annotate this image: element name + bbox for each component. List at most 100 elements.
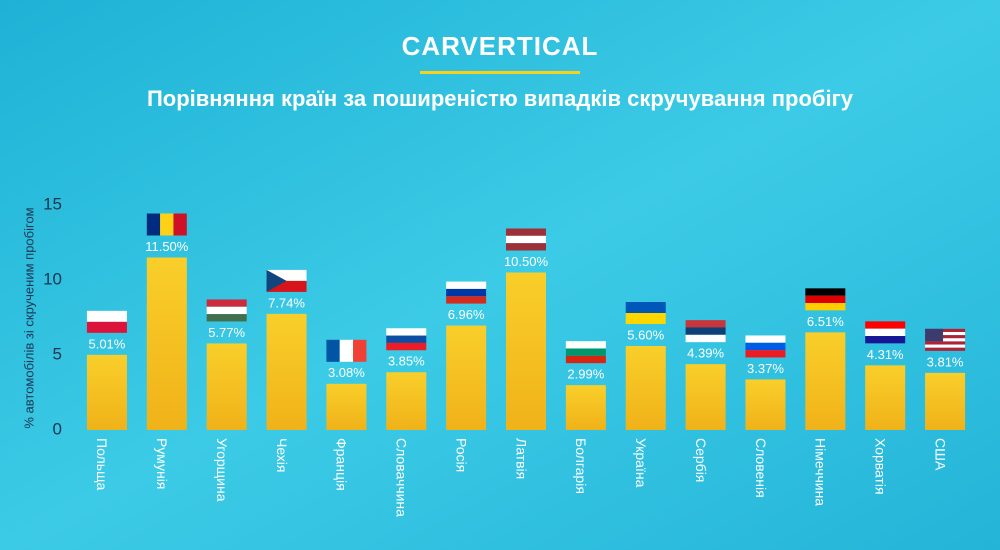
x-tick-label: Угорщина: [214, 438, 230, 502]
x-tick-label: Росія: [453, 438, 469, 472]
y-axis-title: % автомобілів зі скрученим пробігом: [21, 207, 36, 428]
bar: [326, 383, 367, 430]
y-tick-label: 5: [53, 344, 62, 363]
bar: [146, 257, 187, 430]
flag: [339, 339, 354, 362]
flag: [685, 320, 726, 328]
value-label: 3.08%: [328, 365, 365, 380]
value-label: 3.85%: [388, 354, 425, 369]
logo-underline: [420, 71, 580, 74]
flag: [206, 314, 247, 322]
x-tick-label: Україна: [633, 438, 649, 488]
y-tick-label: 10: [43, 269, 62, 288]
flag: [925, 338, 966, 342]
y-tick-label: 15: [43, 194, 62, 213]
flag: [326, 339, 340, 362]
bar: [745, 379, 786, 430]
bar: [446, 325, 487, 430]
flag: [86, 310, 127, 322]
flag: [745, 335, 786, 343]
flag: [146, 213, 161, 236]
flag: [206, 299, 247, 307]
flag: [805, 295, 846, 304]
x-tick-label: Франція: [334, 438, 350, 491]
x-tick-label: Польща: [94, 438, 110, 491]
value-label: 3.81%: [927, 354, 964, 369]
flag: [625, 302, 666, 313]
flag: [446, 296, 487, 304]
flag: [565, 348, 606, 356]
bar: [925, 372, 966, 430]
value-label: 6.51%: [807, 314, 844, 329]
bar: [86, 354, 127, 430]
x-tick-label: США: [932, 438, 948, 471]
flag: [925, 328, 944, 342]
bar: [506, 272, 546, 430]
flag: [685, 327, 726, 335]
bar: [206, 343, 247, 430]
value-label: 6.96%: [448, 307, 485, 322]
flag: [805, 288, 846, 296]
flag: [805, 303, 846, 311]
flag: [160, 213, 174, 236]
value-label: 4.39%: [687, 346, 724, 361]
flag: [865, 321, 906, 329]
x-tick-label: Болгарія: [573, 438, 589, 494]
flag: [506, 235, 546, 244]
flag: [865, 328, 906, 337]
flag: [925, 344, 966, 348]
y-tick-label: 0: [53, 419, 62, 438]
value-label: 5.60%: [627, 327, 664, 342]
flag: [745, 350, 786, 358]
flag: [446, 281, 487, 289]
flag: [925, 335, 966, 339]
flag: [565, 341, 606, 349]
flag: [266, 280, 307, 292]
x-tick-label: Німеччина: [813, 438, 829, 506]
value-label: 3.37%: [747, 361, 784, 376]
flag: [386, 335, 427, 343]
flag: [565, 355, 606, 364]
flag: [865, 336, 906, 344]
flag: [685, 334, 726, 343]
flag: [925, 347, 966, 351]
x-tick-label: Хорватія: [872, 438, 888, 495]
flag: [925, 331, 966, 336]
flag: [745, 342, 786, 351]
value-label: 10.50%: [504, 254, 549, 269]
flag: [386, 342, 427, 351]
value-label: 2.99%: [567, 367, 604, 382]
value-label: 5.01%: [88, 336, 125, 351]
flag: [386, 328, 427, 336]
bar: [266, 313, 307, 430]
flag: [506, 228, 546, 236]
bar: [565, 385, 606, 430]
x-tick-label: Сербія: [693, 438, 709, 482]
brand-logo: CARVERTICAL: [402, 31, 599, 61]
value-label: 7.74%: [268, 295, 305, 310]
value-label: 4.31%: [867, 347, 904, 362]
flag: [86, 321, 127, 333]
x-tick-label: Словаччина: [394, 438, 410, 517]
flag: [446, 288, 487, 297]
flag: [353, 339, 367, 362]
value-label: 11.50%: [145, 239, 189, 254]
bar: [805, 332, 846, 430]
x-tick-label: Латвія: [513, 438, 529, 479]
flag: [266, 269, 307, 281]
value-label: 5.77%: [208, 325, 245, 340]
bar: [865, 365, 906, 430]
flag: [266, 269, 287, 292]
x-tick-label: Румунія: [154, 438, 170, 489]
bar: [386, 372, 427, 430]
x-tick-label: Чехія: [274, 438, 290, 473]
chart-title: Порівняння країн за поширеністю випадків…: [147, 86, 854, 111]
flag: [925, 341, 966, 345]
bar: [685, 364, 726, 430]
flag: [925, 328, 966, 332]
x-tick-label: Словенія: [753, 438, 769, 498]
flag: [506, 243, 546, 251]
flag: [173, 213, 187, 236]
bar: [625, 346, 666, 430]
